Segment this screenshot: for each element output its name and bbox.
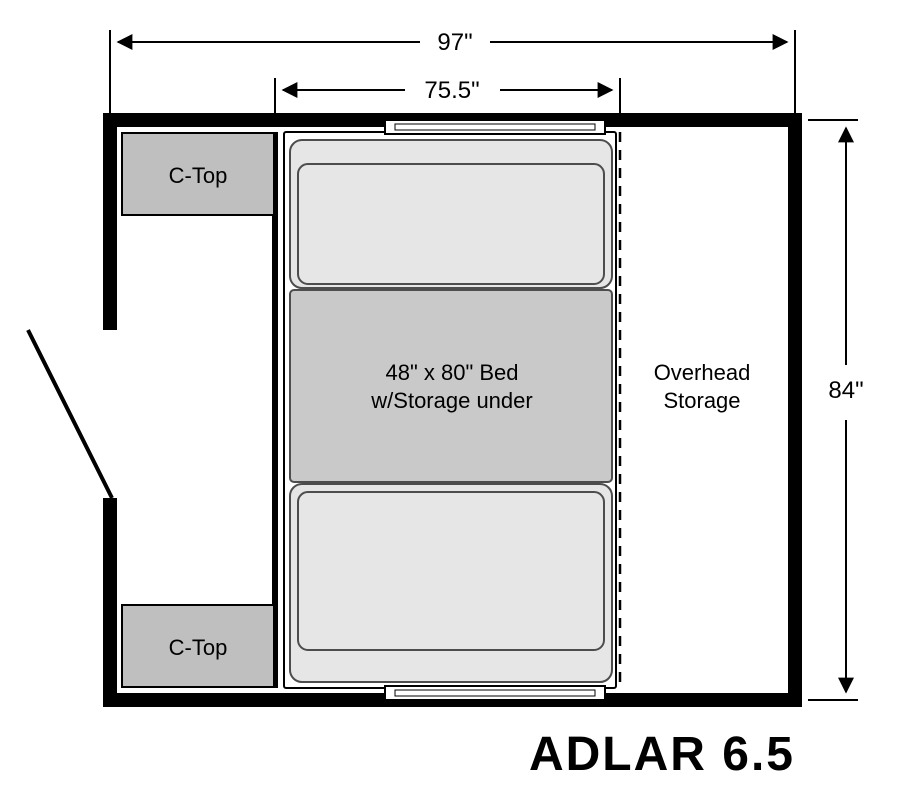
floorplan-diagram: 97" 75.5" 84" Overhead Storage C-Top C-T… [0,0,897,801]
bed-section-center [290,290,612,482]
door-swing-edge [36,344,112,498]
bed-label-line2: w/Storage under [370,388,532,413]
door-opening [103,330,117,498]
ctop-top-label: C-Top [169,163,228,188]
overhead-storage-label-1: Overhead [654,360,751,385]
dim-height-label: 84" [828,377,863,404]
bed-section-top-inner [298,164,604,284]
dimension-outer-width: 97" [110,29,795,120]
dim-outer-width-label: 97" [437,29,472,56]
model-title: ADLAR 6.5 [529,728,795,781]
bed-section-bottom-inner [298,492,604,650]
dimension-height: 84" [808,120,864,700]
overhead-storage-label-2: Storage [663,388,740,413]
bed-label-line1: 48" x 80" Bed [385,360,518,385]
window-top [385,120,605,134]
window-bottom [385,686,605,700]
ctop-bottom-label: C-Top [169,635,228,660]
dim-inner-width-label: 75.5" [424,77,479,104]
